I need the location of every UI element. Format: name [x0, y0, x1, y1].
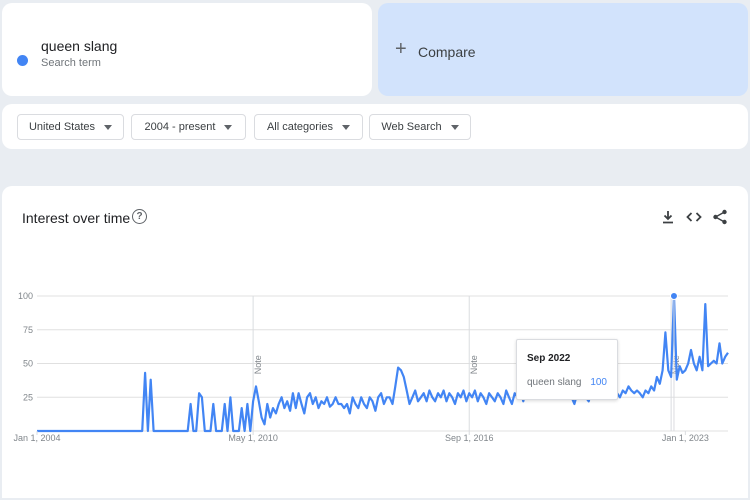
download-icon[interactable] [659, 208, 677, 226]
search-term-name[interactable]: queen slang [41, 38, 118, 54]
y-tick-label: 50 [23, 359, 33, 369]
search-term-card[interactable]: queen slang Search term [2, 3, 372, 96]
y-tick-label: 100 [18, 291, 33, 301]
y-tick-label: 25 [23, 392, 33, 402]
time-range-filter-label: 2004 - present [144, 121, 216, 133]
search-type-filter[interactable]: Web Search [369, 114, 471, 140]
filter-bar: United States 2004 - present All categor… [2, 104, 748, 149]
x-tick-label: Jan 1, 2023 [662, 433, 709, 443]
share-icon[interactable] [711, 208, 729, 226]
search-type-filter-label: Web Search [381, 121, 442, 133]
time-range-filter[interactable]: 2004 - present [131, 114, 246, 140]
x-tick-label: Jan 1, 2004 [13, 433, 60, 443]
interest-over-time-panel: Interest over time ? [2, 186, 748, 498]
tooltip-date: Sep 2022 [527, 353, 571, 364]
chevron-down-icon [342, 124, 351, 130]
category-filter[interactable]: All categories [254, 114, 363, 140]
search-term-subtitle: Search term [41, 57, 101, 69]
series-line-queen-slang [37, 294, 729, 433]
note-label: Note [469, 355, 479, 374]
chevron-down-icon [104, 124, 113, 130]
chevron-down-icon [224, 124, 233, 130]
note-label: Note [253, 355, 263, 374]
x-tick-label: May 1, 2010 [228, 433, 278, 443]
tooltip-term: queen slang [527, 377, 582, 388]
chevron-down-icon [450, 124, 459, 130]
x-axis: Jan 1, 2004 May 1, 2010 Sep 1, 2016 Jan 1, … [13, 431, 709, 443]
chart-title: Interest over time [22, 210, 131, 226]
chart-series-layer [37, 292, 729, 433]
region-filter-label: United States [28, 121, 96, 133]
compare-button[interactable]: + Compare [378, 3, 748, 96]
chart-tooltip: Sep 2022 queen slang 100 [516, 339, 618, 400]
plus-icon: + [395, 38, 407, 60]
term-color-dot [17, 55, 28, 66]
compare-label: Compare [418, 44, 476, 60]
region-filter[interactable]: United States [17, 114, 124, 140]
embed-code-icon[interactable] [685, 208, 703, 226]
chart-grid: 25 50 75 100 [18, 291, 728, 432]
help-circle-icon[interactable]: ? [132, 209, 147, 224]
x-tick-label: Sep 1, 2016 [445, 433, 494, 443]
highlight-point [669, 292, 678, 300]
y-tick-label: 75 [23, 325, 33, 335]
category-filter-label: All categories [266, 121, 334, 133]
tooltip-value: 100 [590, 377, 607, 388]
